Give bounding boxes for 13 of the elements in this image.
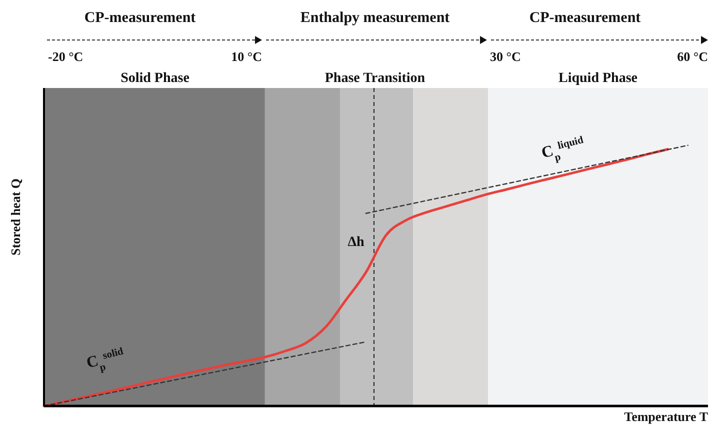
text: CP-measurement (84, 10, 196, 26)
text: 30 °C (490, 49, 521, 64)
y-axis-title: Stored heat Q (8, 178, 23, 256)
text: Phase Transition (324, 71, 426, 86)
text: 60 °C (677, 49, 708, 64)
text: 10 °C (231, 49, 262, 64)
text: Liquid Phase (558, 71, 638, 86)
text: -20 °C (48, 49, 84, 64)
text: CP-measurement (529, 10, 641, 26)
text: Enthalpy measurement (300, 10, 450, 26)
annotation: Δh (348, 235, 364, 250)
x-axis-title: Temperature T (624, 409, 708, 424)
text: Solid Phase (120, 71, 190, 86)
